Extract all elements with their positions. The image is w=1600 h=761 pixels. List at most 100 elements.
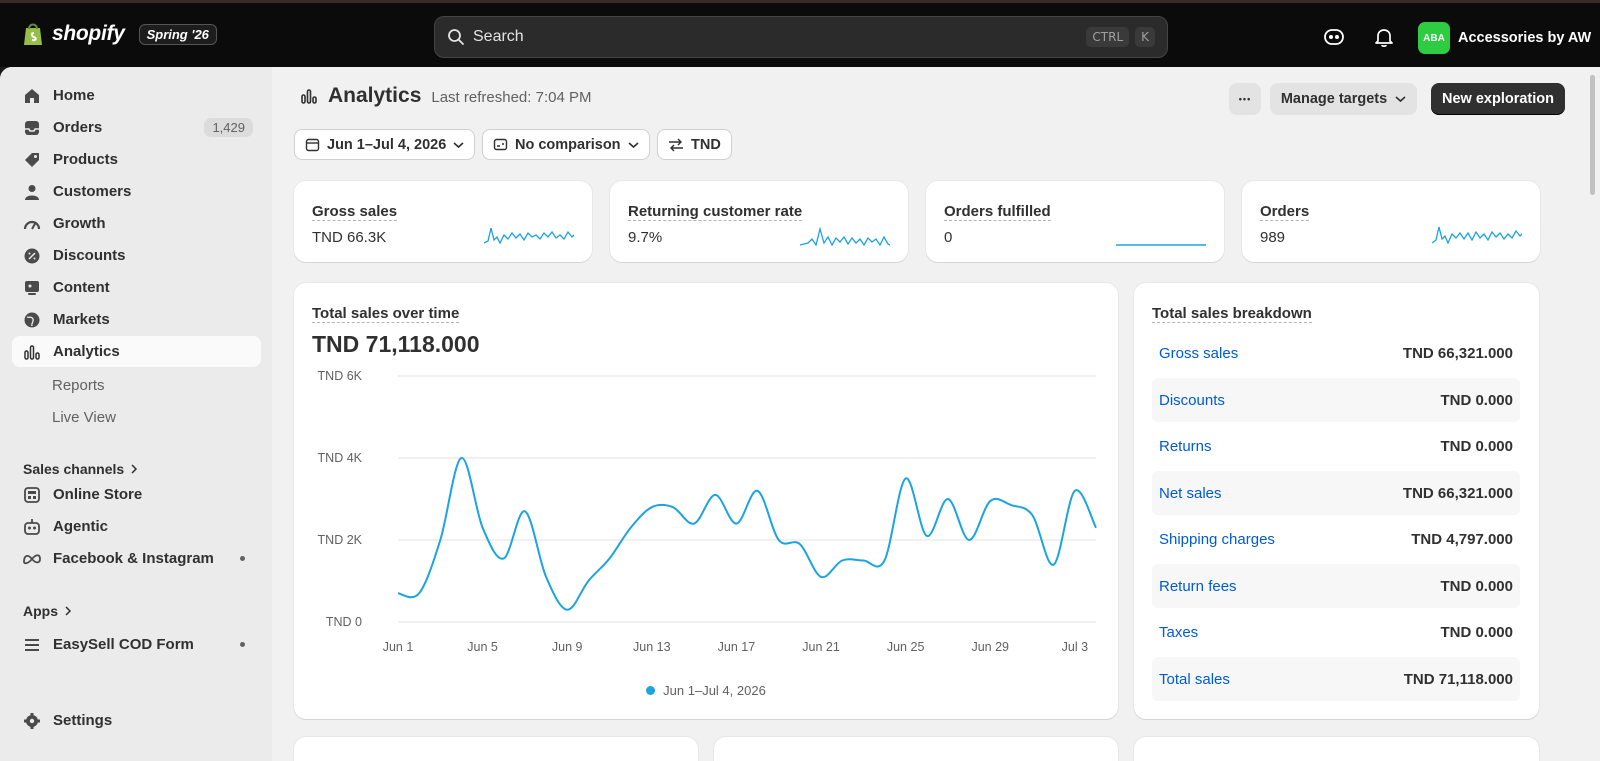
sidebar-item-orders[interactable]: Orders 1,429: [12, 112, 261, 143]
apps-header[interactable]: Apps: [23, 603, 72, 619]
breakdown-link[interactable]: Total sales: [1159, 670, 1230, 688]
new-exploration-label: New exploration: [1442, 91, 1554, 107]
sidebar-item-easysell[interactable]: EasySell COD Form: [12, 629, 261, 660]
sales-channels-header[interactable]: Sales channels: [23, 461, 138, 477]
new-exploration-button[interactable]: New exploration: [1431, 83, 1565, 115]
store-menu[interactable]: ABA Accessories by AW: [1418, 22, 1591, 54]
breakdown-value: TND 66,321.000: [1402, 484, 1513, 502]
sidebar-item-growth[interactable]: Growth: [12, 208, 261, 239]
breakdown-value: TND 0.000: [1440, 437, 1513, 455]
breakdown-link[interactable]: Gross sales: [1159, 344, 1239, 362]
sparkline: [484, 227, 574, 245]
kpi-value: TND 66.3K: [312, 229, 387, 246]
person-icon: [25, 184, 39, 200]
breakdown-row: Gross sales TND 66,321.000: [1152, 331, 1520, 375]
sidebar-item-content[interactable]: Content: [12, 272, 261, 303]
sidebar-item-facebook-instagram[interactable]: Facebook & Instagram: [12, 543, 261, 574]
sidebar-item-agentic[interactable]: Agentic: [12, 511, 261, 542]
breakdown-row: Return fees TND 0.000: [1152, 564, 1520, 608]
kpi-label: Returning customer rate: [628, 203, 803, 221]
breakdown-value: TND 0.000: [1440, 577, 1513, 595]
shortcut-k: K: [1135, 27, 1155, 47]
sidebar-subitem-live-view[interactable]: Live View: [52, 409, 116, 426]
currency-picker[interactable]: TND: [657, 129, 732, 160]
sidebar-item-products[interactable]: Products: [12, 144, 261, 175]
manage-targets-button[interactable]: Manage targets: [1270, 83, 1417, 115]
breakdown-row: Returns TND 0.000: [1152, 424, 1520, 468]
sidebar-item-label: Online Store: [53, 486, 143, 503]
chart-title[interactable]: Total sales over time: [312, 305, 460, 323]
sidebar-item-online-store[interactable]: Online Store: [12, 479, 261, 510]
orders-count-badge: 1,429: [204, 118, 253, 137]
series-line: [397, 456, 1097, 611]
bell-icon[interactable]: [1373, 26, 1395, 48]
breakdown-row: Total sales TND 71,118.000: [1152, 657, 1520, 701]
sidebar-item-home[interactable]: Home: [12, 80, 261, 111]
breakdown-value: TND 66,321.000: [1402, 344, 1513, 362]
breakdown-link[interactable]: Discounts: [1159, 391, 1225, 409]
sidebar-item-label: Content: [53, 279, 110, 296]
kpi-card-orders-fulfilled[interactable]: Orders fulfilled 0: [926, 181, 1224, 262]
kpi-label: Gross sales: [312, 203, 398, 221]
tag-icon: [25, 152, 39, 167]
breakdown-link[interactable]: Returns: [1159, 437, 1212, 455]
sparkline: [800, 226, 890, 247]
gauge-icon: [23, 220, 41, 229]
sidebar-item-analytics[interactable]: Analytics: [12, 336, 261, 367]
chevron-right-icon: [131, 464, 138, 474]
search-bar[interactable]: Search CTRL K: [434, 16, 1168, 58]
breakdown-link[interactable]: Shipping charges: [1159, 530, 1275, 548]
sidebar-item-label: Agentic: [53, 518, 109, 535]
chart-total: TND 71,118.000: [312, 331, 480, 357]
more-actions-button[interactable]: •••: [1229, 83, 1261, 115]
home-icon: [25, 88, 39, 103]
breakdown-link[interactable]: Net sales: [1159, 484, 1222, 502]
kpi-label: Orders: [1260, 203, 1310, 221]
page-title: Analytics Last refreshed: 7:04 PM: [300, 84, 591, 108]
sidebar-item-markets[interactable]: Markets: [12, 304, 261, 335]
breakdown-link[interactable]: Taxes: [1159, 623, 1199, 641]
status-dot: [240, 556, 245, 561]
sales-breakdown-card: Total sales breakdown Gross sales TND 66,…: [1134, 283, 1539, 719]
total-sales-chart-card: Total sales over time TND 71,118.000 TND…: [294, 283, 1118, 719]
top-bar: shopify Spring '26 Search CTRL K ABA Acc…: [0, 0, 1600, 67]
sidebar-item-label: Growth: [53, 215, 106, 232]
gear-icon: [24, 712, 40, 729]
kpi-card-orders[interactable]: Orders 989: [1242, 181, 1540, 262]
kpi-card-gross-sales[interactable]: Gross sales TND 66.3K: [294, 181, 592, 262]
comparison-picker[interactable]: No comparison: [482, 129, 650, 160]
sidebar-item-label: Markets: [53, 311, 110, 328]
x-tick-label: Jun 21: [802, 640, 840, 654]
apps-label: Apps: [23, 603, 58, 619]
sidebar-item-settings[interactable]: Settings: [12, 705, 261, 736]
sidebar-item-label: Discounts: [53, 247, 126, 264]
scrollbar-thumb[interactable]: [1590, 75, 1595, 195]
sidebar-item-discounts[interactable]: Discounts: [12, 240, 261, 271]
x-tick-label: Jun 9: [552, 640, 583, 654]
store-avatar: ABA: [1418, 22, 1450, 54]
edition-badge: Spring '26: [138, 23, 217, 45]
manage-targets-label: Manage targets: [1280, 91, 1388, 107]
page-scrollbar[interactable]: [1584, 67, 1600, 761]
breakdown-link[interactable]: Return fees: [1159, 577, 1237, 595]
x-tick-label: Jun 29: [971, 640, 1009, 654]
breakdown-title[interactable]: Total sales breakdown: [1152, 305, 1312, 323]
breakdown-row: Discounts TND 0.000: [1152, 378, 1520, 422]
y-tick-label: TND 0: [326, 615, 362, 629]
analytics-content: Analytics Last refreshed: 7:04 PM ••• Ma…: [272, 67, 1572, 761]
brand[interactable]: shopify Spring '26: [22, 21, 217, 47]
x-tick-label: Jun 5: [467, 640, 498, 654]
chart-legend[interactable]: Jun 1–Jul 4, 2026: [294, 683, 1118, 698]
kpi-card-returning-rate[interactable]: Returning customer rate 9.7%: [610, 181, 908, 262]
sidekick-icon[interactable]: [1323, 26, 1345, 48]
report-card: [294, 737, 698, 761]
sidebar-subitem-reports[interactable]: Reports: [52, 377, 105, 394]
sidebar-item-customers[interactable]: Customers: [12, 176, 261, 207]
kpi-value: 989: [1260, 229, 1286, 246]
x-tick-label: Jun 25: [887, 640, 925, 654]
date-range-picker[interactable]: Jun 1–Jul 4, 2026: [294, 129, 476, 160]
y-tick-label: TND 4K: [318, 451, 363, 465]
search-input[interactable]: Search: [473, 28, 524, 45]
sales-line-chart[interactable]: TND 0 TND 2K TND 4K TND 6K Jun 1 Jun 5 Jun 9 Ju…: [294, 363, 1118, 663]
breakdown-value: TND 71,118.000: [1403, 670, 1513, 688]
